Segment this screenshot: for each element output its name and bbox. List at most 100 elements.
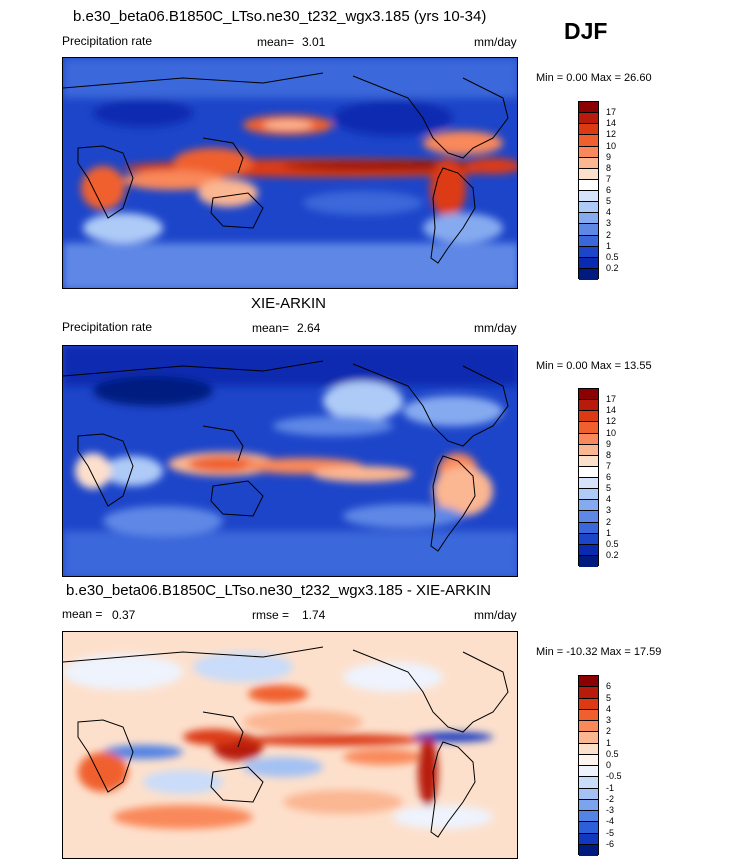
colorbar-segment xyxy=(579,179,598,191)
colorbar-segment xyxy=(579,676,598,688)
colorbar-tick-label: 3 xyxy=(606,218,612,229)
colorbar-segment xyxy=(579,511,598,523)
colorbar-segment xyxy=(579,822,598,834)
colorbar-tick-label: -5 xyxy=(606,827,615,838)
panel2-title: XIE-ARKIN xyxy=(251,295,327,312)
colorbar-tick-label: 2 xyxy=(606,726,612,737)
panel1-title: b.e30_beta06.B1850C_LTso.ne30_t232_wgx3.… xyxy=(73,8,487,25)
panel3-minmax: Min = -10.32 Max = 17.59 xyxy=(536,646,662,658)
colorbar-segment xyxy=(579,257,598,269)
colorbar-tick-label: 2 xyxy=(606,229,612,240)
colorbar-tick-label: 9 xyxy=(606,151,612,162)
colorbar-tick-label: 1 xyxy=(606,527,612,538)
colorbar-segment xyxy=(579,698,598,710)
colorbar-segment xyxy=(579,411,598,423)
colorbar-tick-label: 6 xyxy=(606,472,612,482)
colorbar-segment xyxy=(579,788,598,800)
colorbar-tick-label: -4 xyxy=(606,816,615,827)
panel1-mean-label: mean= xyxy=(257,35,295,49)
colorbar-segment xyxy=(579,268,598,280)
panel2-map xyxy=(62,345,518,577)
colorbar-segment xyxy=(579,157,598,169)
colorbar-segment xyxy=(579,202,598,214)
colorbar-segment xyxy=(579,146,598,158)
colorbar-tick-label: 12 xyxy=(606,416,617,427)
colorbar-segment xyxy=(579,444,598,456)
colorbar-segment xyxy=(579,544,598,556)
colorbar-tick-label: 0.5 xyxy=(606,538,619,549)
colorbar-tick-label: 2 xyxy=(606,516,612,527)
panel2-colorbar xyxy=(578,388,599,567)
colorbar-segment xyxy=(579,400,598,412)
colorbar-segment xyxy=(579,213,598,225)
colorbar-segment xyxy=(579,455,598,467)
colorbar-segment xyxy=(579,766,598,778)
colorbar-tick-label: 3 xyxy=(606,505,612,516)
colorbar-segment xyxy=(579,489,598,501)
panel3-colorbar xyxy=(578,675,599,856)
colorbar-segment xyxy=(579,191,598,203)
colorbar-segment xyxy=(579,500,598,512)
colorbar-tick-label: 0.2 xyxy=(606,549,619,560)
colorbar-tick-label: -2 xyxy=(606,793,615,804)
panel3-map xyxy=(62,631,518,859)
colorbar-segment xyxy=(579,113,598,125)
colorbar-tick-label: 1 xyxy=(606,737,612,748)
panel1-mean-value: 3.01 xyxy=(302,35,326,49)
panel3-title: b.e30_beta06.B1850C_LTso.ne30_t232_wgx3.… xyxy=(66,582,492,599)
panel2-units: mm/day xyxy=(474,321,517,335)
colorbar-tick-label: 3 xyxy=(606,715,612,725)
panel3-mean-label: mean = xyxy=(62,607,103,621)
panel3-units: mm/day xyxy=(474,608,517,622)
colorbar-tick-label: -1 xyxy=(606,782,615,793)
panel3-mean-value: 0.37 xyxy=(112,608,136,622)
colorbar-segment xyxy=(579,235,598,247)
colorbar-tick-label: 5 xyxy=(606,483,612,494)
colorbar-tick-label: 4 xyxy=(606,207,612,218)
colorbar-segment xyxy=(579,422,598,434)
colorbar-segment xyxy=(579,478,598,490)
panel1-units: mm/day xyxy=(474,35,517,49)
colorbar-tick-label: 12 xyxy=(606,129,617,140)
colorbar-tick-label: 9 xyxy=(606,438,612,449)
colorbar-tick-label: 0.2 xyxy=(606,262,619,273)
colorbar-segment xyxy=(579,709,598,721)
colorbar-segment xyxy=(579,754,598,766)
colorbar-segment xyxy=(579,533,598,545)
colorbar-segment xyxy=(579,246,598,258)
colorbar-segment xyxy=(579,135,598,147)
colorbar-segment xyxy=(579,389,598,401)
colorbar-segment xyxy=(579,224,598,236)
colorbar-segment xyxy=(579,833,598,845)
colorbar-segment xyxy=(579,777,598,789)
colorbar-segment xyxy=(579,721,598,733)
colorbar-segment xyxy=(579,687,598,699)
panel1-minmax: Min = 0.00 Max = 26.60 xyxy=(536,72,652,84)
colorbar-tick-label: 14 xyxy=(606,405,617,416)
season-label: DJF xyxy=(564,18,608,44)
colorbar-tick-label: 0.5 xyxy=(606,251,619,262)
colorbar-tick-label: 1 xyxy=(606,240,612,251)
colorbar-tick-label: 6 xyxy=(606,681,612,692)
colorbar-segment xyxy=(579,433,598,445)
colorbar-tick-label: 17 xyxy=(606,394,617,405)
colorbar-tick-label: 17 xyxy=(606,107,617,118)
panel2-mean-value: 2.64 xyxy=(297,321,321,335)
panel1-map xyxy=(62,57,518,289)
colorbar-segment xyxy=(579,799,598,811)
colorbar-segment xyxy=(579,555,598,567)
colorbar-tick-label: 10 xyxy=(606,140,617,151)
colorbar-tick-label: 0 xyxy=(606,760,612,770)
colorbar-tick-label: 10 xyxy=(606,427,617,438)
colorbar-tick-label: 8 xyxy=(606,162,612,173)
panel1-variable-label: Precipitation rate xyxy=(62,34,153,48)
colorbar-segment xyxy=(579,522,598,534)
colorbar-segment xyxy=(579,466,598,478)
panel2-minmax: Min = 0.00 Max = 13.55 xyxy=(536,360,652,372)
colorbar-tick-label: 8 xyxy=(606,449,612,460)
colorbar-segment xyxy=(579,168,598,180)
colorbar-tick-label: 5 xyxy=(606,692,612,703)
colorbar-tick-label: -0.5 xyxy=(606,771,622,782)
colorbar-segment xyxy=(579,811,598,823)
colorbar-segment xyxy=(579,102,598,114)
